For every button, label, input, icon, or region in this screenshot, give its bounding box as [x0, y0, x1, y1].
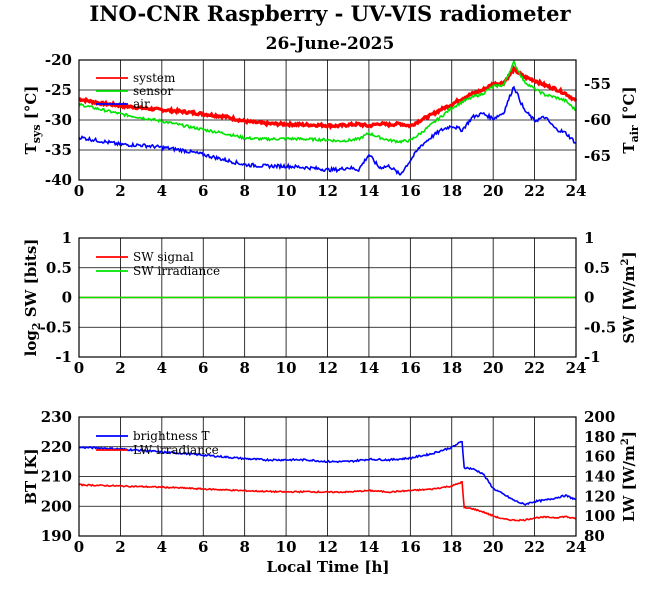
- y2-tick-label: 100: [584, 507, 615, 525]
- plot-frame: [78, 59, 577, 181]
- y2-tick-label: 80: [584, 527, 605, 545]
- y2-tick-label: 1: [584, 229, 594, 247]
- legend-label: system: [133, 71, 176, 85]
- y-axis-label: Tsys [°C]: [22, 86, 43, 155]
- y-tick-label: -30: [45, 111, 72, 129]
- x-tick-label: 20: [483, 182, 504, 200]
- y-tick-label: 200: [41, 497, 72, 515]
- x-tick-label: 14: [358, 538, 379, 556]
- y-tick-label: 210: [41, 468, 72, 486]
- x-tick-label: 20: [483, 359, 504, 377]
- y2-tick-label: 120: [584, 487, 615, 505]
- y-tick-label: -35: [45, 141, 72, 159]
- x-tick-label: 20: [483, 538, 504, 556]
- y2-axis-label: SW [W/m2]: [620, 251, 638, 343]
- x-tick-label: 4: [157, 359, 167, 377]
- x-tick-label: 12: [317, 182, 338, 200]
- x-tick-label: 14: [358, 182, 379, 200]
- y2-tick-label: -60: [584, 111, 611, 129]
- x-tick-label: 2: [115, 359, 125, 377]
- y-tick-label: 230: [41, 408, 72, 426]
- x-tick-label: 2: [115, 538, 125, 556]
- y2-tick-label: -0.5: [584, 318, 616, 336]
- x-tick-label: 8: [239, 538, 249, 556]
- y-axis-label: log2 SW [bits]: [22, 239, 43, 357]
- y-tick-label: 220: [41, 438, 72, 456]
- x-tick-label: 0: [74, 182, 84, 200]
- x-tick-label: 6: [198, 182, 208, 200]
- x-tick-label: 16: [400, 182, 421, 200]
- legend-label: SW signal: [133, 250, 194, 264]
- legend-label: brightness T: [133, 429, 209, 443]
- x-axis-label: Local Time [h]: [267, 558, 390, 576]
- y-tick-label: -0.5: [40, 318, 72, 336]
- x-tick-label: 4: [157, 538, 167, 556]
- y2-tick-label: 0: [584, 289, 594, 307]
- x-tick-label: 12: [317, 538, 338, 556]
- x-tick-label: 6: [198, 538, 208, 556]
- x-tick-label: 22: [524, 359, 545, 377]
- x-tick-label: 4: [157, 182, 167, 200]
- panel-temperature: 0 2 4 6 8 10 12 14 16 18 20 22 24-40-35-30-25-20-65-…: [22, 51, 641, 200]
- y-axis-label: BT [K]: [22, 448, 40, 504]
- y-tick-label: -20: [45, 51, 72, 69]
- y2-tick-label: -65: [584, 147, 611, 165]
- series-line-brightness-t: [78, 440, 577, 506]
- y2-axis-label: LW [W/m2]: [620, 431, 638, 522]
- panel-shortwave: 0 2 4 6 8 10 12 14 16 18 20 22 24-1-0.500.51-1-0.500…: [22, 229, 638, 377]
- x-tick-label: 0: [74, 359, 84, 377]
- x-tick-label: 16: [400, 359, 421, 377]
- plot-frame: [78, 237, 577, 358]
- x-tick-label: 18: [441, 182, 462, 200]
- y2-tick-label: 0.5: [584, 259, 610, 277]
- y2-tick-label: 180: [584, 428, 615, 446]
- x-tick-label: 24: [566, 538, 587, 556]
- y2-tick-label: 200: [584, 408, 615, 426]
- panel-longwave: 0 2 4 6 8 10 12 14 16 18 20 22 241902002102202308010…: [22, 408, 638, 556]
- x-tick-label: 10: [276, 538, 297, 556]
- plot-frame: [78, 416, 577, 537]
- chart-date: 26-June-2025: [266, 34, 395, 54]
- series-line-air: [78, 85, 577, 177]
- legend-label: sensor: [133, 84, 173, 98]
- y-tick-label: -25: [45, 81, 72, 99]
- legend-label: LW irradiance: [133, 443, 219, 457]
- y-tick-label: 190: [41, 527, 72, 545]
- legend-label: air: [133, 97, 150, 111]
- y-tick-label: 0: [62, 289, 72, 307]
- x-tick-label: 22: [524, 182, 545, 200]
- x-tick-label: 0: [74, 538, 84, 556]
- y2-tick-label: 140: [584, 468, 615, 486]
- x-tick-label: 8: [239, 182, 249, 200]
- x-tick-label: 10: [276, 182, 297, 200]
- y2-axis-label: Tair [°C]: [620, 86, 641, 153]
- y2-tick-label: 160: [584, 448, 615, 466]
- x-tick-label: 24: [566, 182, 587, 200]
- y2-tick-label: -55: [584, 75, 611, 93]
- chart-title: INO-CNR Raspberry - UV-VIS radiometer: [89, 1, 571, 26]
- y-tick-label: -40: [45, 171, 72, 189]
- y-tick-label: -1: [55, 348, 72, 366]
- x-tick-label: 24: [566, 359, 587, 377]
- x-tick-label: 14: [358, 359, 379, 377]
- y2-tick-label: -1: [584, 348, 601, 366]
- x-tick-label: 10: [276, 359, 297, 377]
- x-tick-label: 16: [400, 538, 421, 556]
- legend-label: SW irradiance: [133, 264, 220, 278]
- x-tick-label: 18: [441, 359, 462, 377]
- x-tick-label: 12: [317, 359, 338, 377]
- x-tick-label: 8: [239, 359, 249, 377]
- x-tick-label: 18: [441, 538, 462, 556]
- series-line-lw-irradiance: [78, 480, 577, 522]
- y-tick-label: 0.5: [46, 259, 72, 277]
- x-tick-label: 2: [115, 182, 125, 200]
- x-tick-label: 6: [198, 359, 208, 377]
- x-tick-label: 22: [524, 538, 545, 556]
- y-tick-label: 1: [62, 229, 72, 247]
- series-line-sensor: [78, 59, 577, 144]
